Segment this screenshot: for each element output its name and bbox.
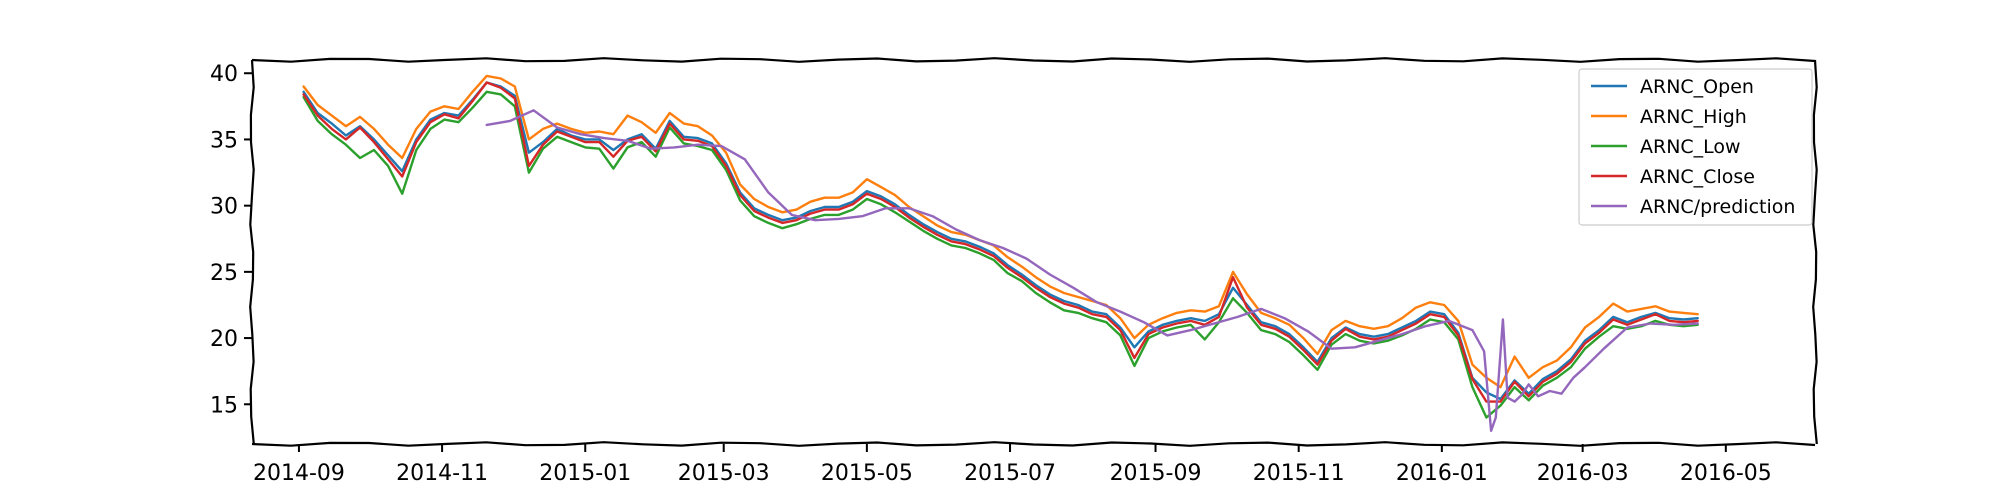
legend-label: ARNC_High — [1640, 106, 1747, 128]
x-tick-label: 2016-03 — [1537, 461, 1629, 486]
x-tick-label: 2014-11 — [396, 461, 488, 486]
plot-frame — [249, 57, 1818, 447]
legend-box — [1578, 68, 1813, 226]
series-line-arnc-close — [302, 81, 1699, 403]
series-line-arnc-low — [302, 90, 1699, 419]
legend-label: ARNC_Close — [1640, 166, 1755, 188]
x-tick-label: 2015-11 — [1253, 461, 1345, 486]
series-line-arnc-prediction — [485, 109, 1699, 432]
series-layer — [302, 74, 1699, 432]
legend-label: ARNC_Low — [1640, 136, 1741, 158]
axis-ticks: 15 20 25 30 35 40 2014-09 2014-11 2015-01 2015-03… — [210, 62, 1772, 486]
x-tick-label: 2016-01 — [1396, 461, 1488, 486]
y-tick-label: 20 — [210, 327, 238, 352]
y-tick-label: 15 — [210, 393, 238, 418]
x-tick-label: 2015-03 — [678, 461, 770, 486]
x-tick-label: 2016-05 — [1680, 461, 1772, 486]
y-tick-label: 30 — [210, 195, 238, 220]
x-tick-label: 2015-07 — [964, 461, 1056, 486]
x-tick-label: 2015-09 — [1110, 461, 1202, 486]
x-tick-label: 2014-09 — [253, 461, 345, 486]
y-tick-label: 40 — [210, 62, 238, 87]
y-tick-label: 35 — [210, 128, 238, 153]
frame-left — [249, 59, 255, 445]
legend-label: ARNC/prediction — [1640, 196, 1795, 218]
legend-label: ARNC_Open — [1640, 76, 1754, 98]
y-tick-label: 25 — [210, 261, 238, 286]
series-line-arnc-high — [302, 74, 1699, 389]
frame-right — [1812, 59, 1818, 445]
frame-bottom — [251, 441, 1816, 447]
frame-top — [251, 57, 1816, 63]
legend: ARNC_Open ARNC_High ARNC_Low ARNC_Close ARNC… — [1578, 68, 1813, 226]
series-line-arnc-open — [302, 81, 1699, 401]
x-tick-label: 2015-05 — [821, 461, 913, 486]
x-tick-label: 2015-01 — [539, 461, 631, 486]
